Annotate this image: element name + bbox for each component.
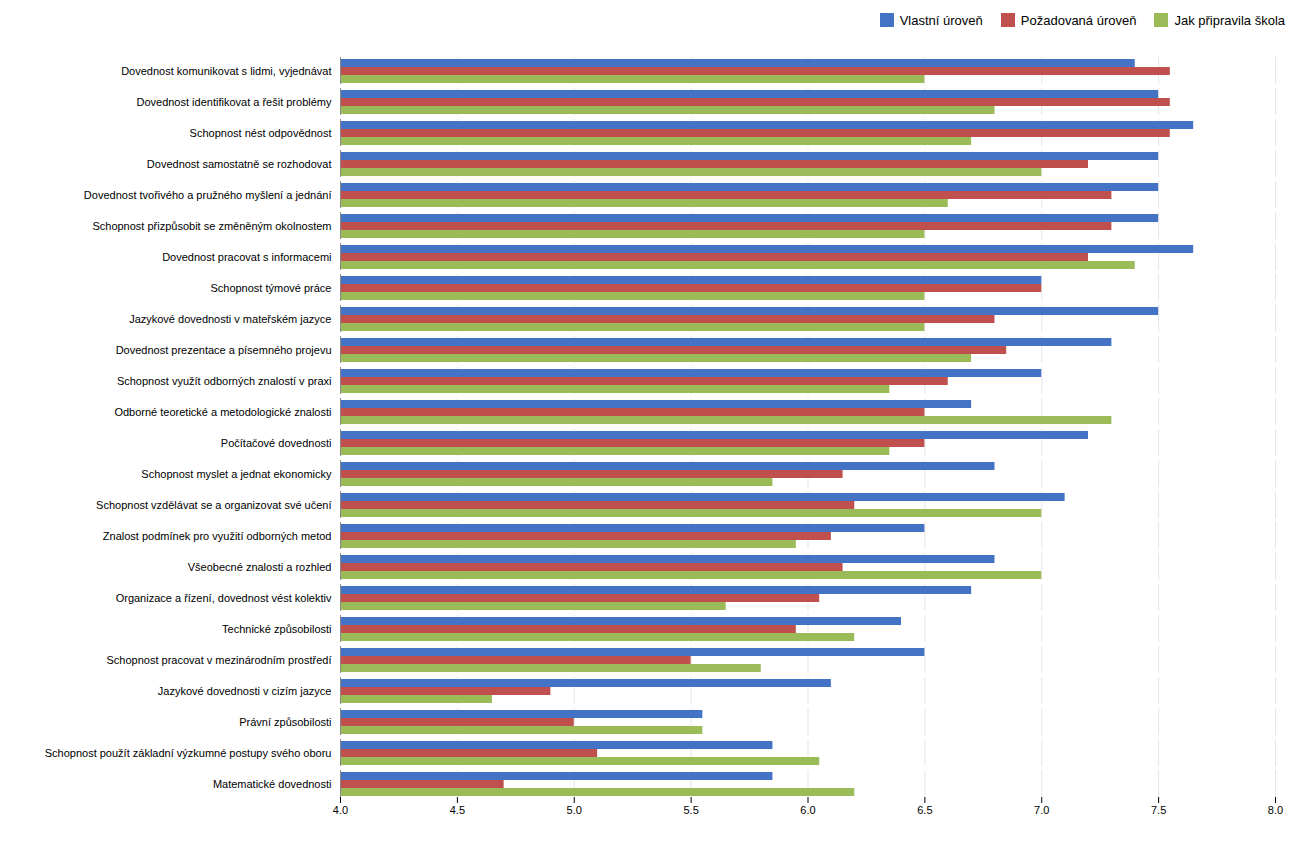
svg-text:Právní způsobilosti: Právní způsobilosti [239, 716, 331, 728]
svg-text:Dovednost pracovat s informace: Dovednost pracovat s informacemi [162, 251, 331, 263]
svg-text:Dovednost tvořivého a pružného: Dovednost tvořivého a pružného myšlení a… [84, 189, 332, 201]
svg-text:Všeobecné znalosti a rozhled: Všeobecné znalosti a rozhled [188, 561, 332, 573]
svg-text:Schopnost týmové práce: Schopnost týmové práce [210, 282, 331, 294]
svg-text:Počítačové dovednosti: Počítačové dovednosti [221, 437, 332, 449]
svg-text:Dovednost prezentace a písemné: Dovednost prezentace a písemného projevu [116, 344, 332, 356]
svg-text:Znalost podmínek pro využití o: Znalost podmínek pro využití odborných m… [103, 530, 332, 542]
svg-text:Technické způsobilosti: Technické způsobilosti [222, 623, 331, 635]
svg-text:Organizace a řízení, dovednost: Organizace a řízení, dovednost vést kole… [116, 592, 332, 604]
svg-text:Matematické dovednosti: Matematické dovednosti [213, 778, 332, 790]
svg-text:4.5: 4.5 [450, 804, 465, 816]
svg-text:6.5: 6.5 [917, 804, 932, 816]
svg-text:7.0: 7.0 [1034, 804, 1049, 816]
svg-text:4.0: 4.0 [333, 804, 348, 816]
svg-text:Schopnost přizpůsobit se změně: Schopnost přizpůsobit se změněným okolno… [92, 220, 331, 232]
svg-text:5.0: 5.0 [567, 804, 582, 816]
svg-text:6.0: 6.0 [800, 804, 815, 816]
html-text:Požadovaná úroveň: Požadovaná úroveň [1020, 12, 1137, 28]
html-text:Vlastní úroveň: Vlastní úroveň [899, 12, 983, 28]
svg-text:Jazykové dovednosti v cizím ja: Jazykové dovednosti v cizím jazyce [158, 685, 332, 697]
svg-text:Schopnost využít odborných zna: Schopnost využít odborných znalostí v pr… [117, 375, 332, 387]
svg-text:Schopnost použít základní výzk: Schopnost použít základní výzkumné postu… [45, 747, 332, 759]
svg-text:Schopnost vzdělávat se a organ: Schopnost vzdělávat se a organizovat své… [96, 499, 331, 511]
html-text:Jak připravila škola: Jak připravila škola [1174, 12, 1285, 28]
svg-text:Schopnost myslet a jednat ekon: Schopnost myslet a jednat ekonomicky [141, 468, 332, 480]
svg-text:Dovednost samostatně se rozhod: Dovednost samostatně se rozhodovat [147, 158, 332, 170]
svg-text:Dovednost komunikovat s lidmi,: Dovednost komunikovat s lidmi, vyjednáva… [121, 65, 331, 77]
svg-text:Schopnost nést odpovědnost: Schopnost nést odpovědnost [190, 127, 332, 139]
svg-text:5.5: 5.5 [683, 804, 698, 816]
svg-text:Dovednost identifikovat a řeši: Dovednost identifikovat a řešit problémy [136, 96, 332, 108]
svg-text:Schopnost pracovat v mezinárod: Schopnost pracovat v mezinárodním prostř… [106, 654, 331, 666]
svg-text:8.0: 8.0 [1268, 804, 1283, 816]
svg-text:Odborné teoretické a metodolog: Odborné teoretické a metodologické znalo… [114, 406, 331, 418]
svg-text:7.5: 7.5 [1151, 804, 1166, 816]
svg-text:Jazykové dovednosti v mateřské: Jazykové dovednosti v mateřském jazyce [129, 313, 331, 325]
